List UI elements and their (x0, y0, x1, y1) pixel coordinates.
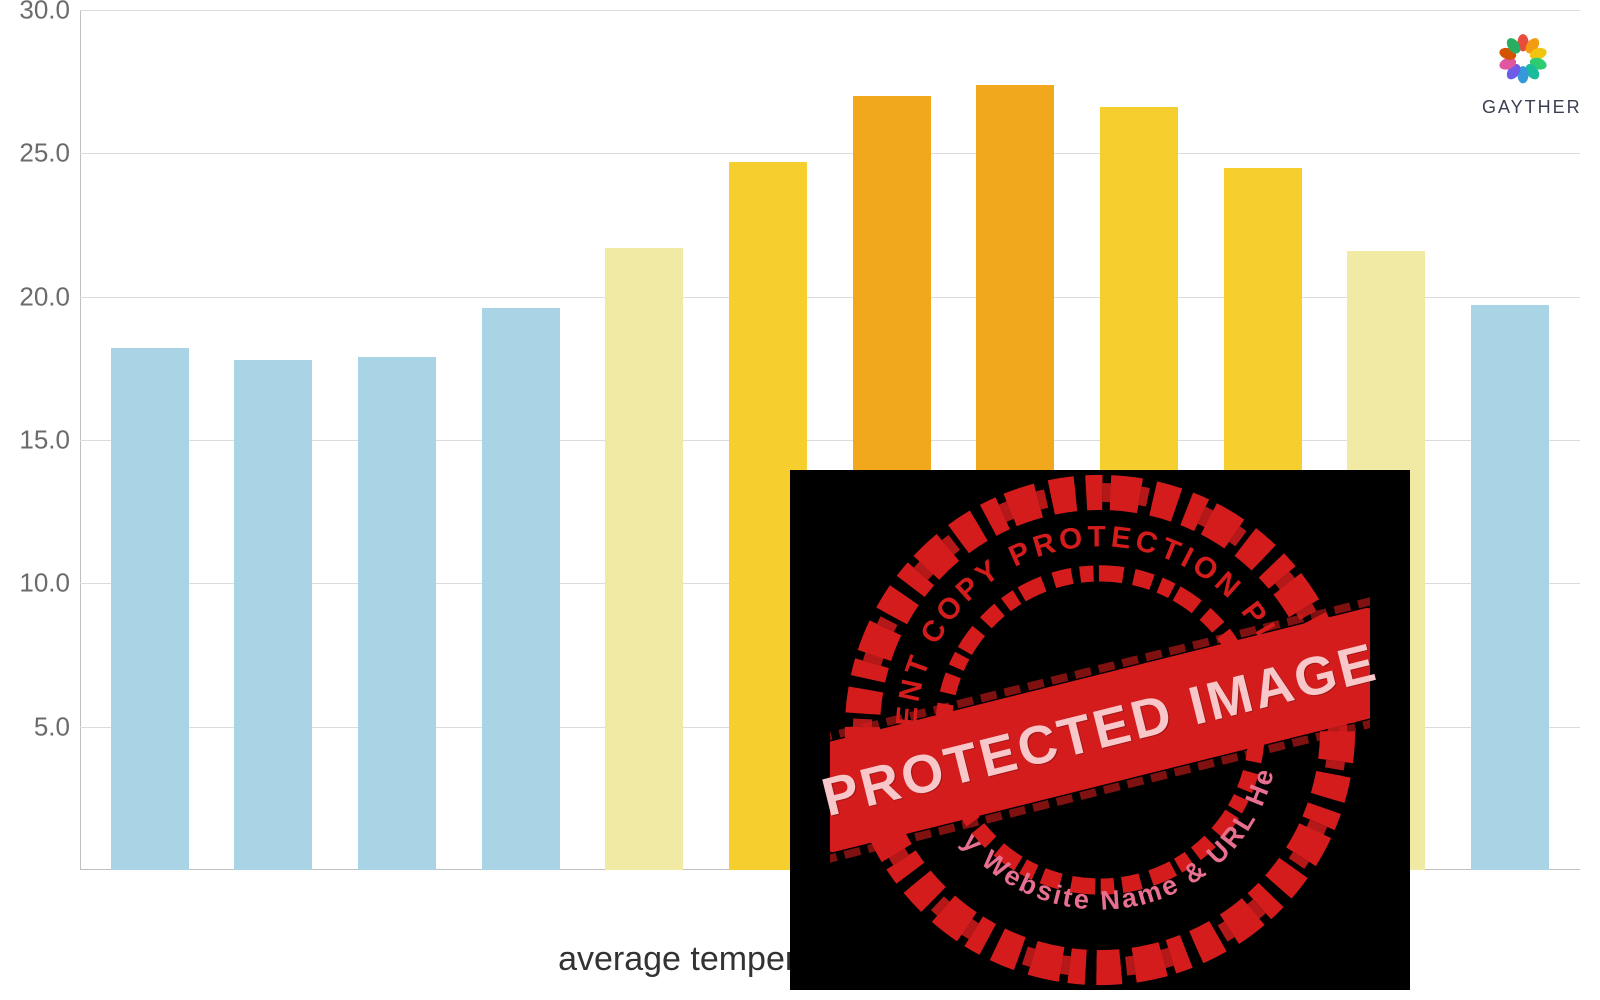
bar-1 (111, 348, 189, 870)
bar-2 (234, 360, 312, 870)
y-tick-label: 15.0 (19, 425, 80, 456)
temperature-bar-chart: 5.010.015.020.025.030.0 average temperat… (0, 0, 1600, 1000)
y-tick-label: 25.0 (19, 138, 80, 169)
bar-3 (358, 357, 436, 870)
brand-logo-text: GAYTHER (1482, 97, 1564, 118)
bar-12 (1471, 305, 1549, 870)
y-tick-label: 5.0 (34, 711, 80, 742)
brand-logo: GAYTHER (1482, 28, 1564, 118)
y-tick-label: 30.0 (19, 0, 80, 26)
protection-overlay: CONTENT COPY PROTECTION PLUGINMy Website… (790, 470, 1410, 990)
bar-4 (482, 308, 560, 870)
y-tick-label: 20.0 (19, 281, 80, 312)
bar-5 (605, 248, 683, 870)
flower-icon (1482, 28, 1564, 90)
protected-stamp: CONTENT COPY PROTECTION PLUGINMy Website… (830, 460, 1370, 1000)
y-tick-label: 10.0 (19, 568, 80, 599)
